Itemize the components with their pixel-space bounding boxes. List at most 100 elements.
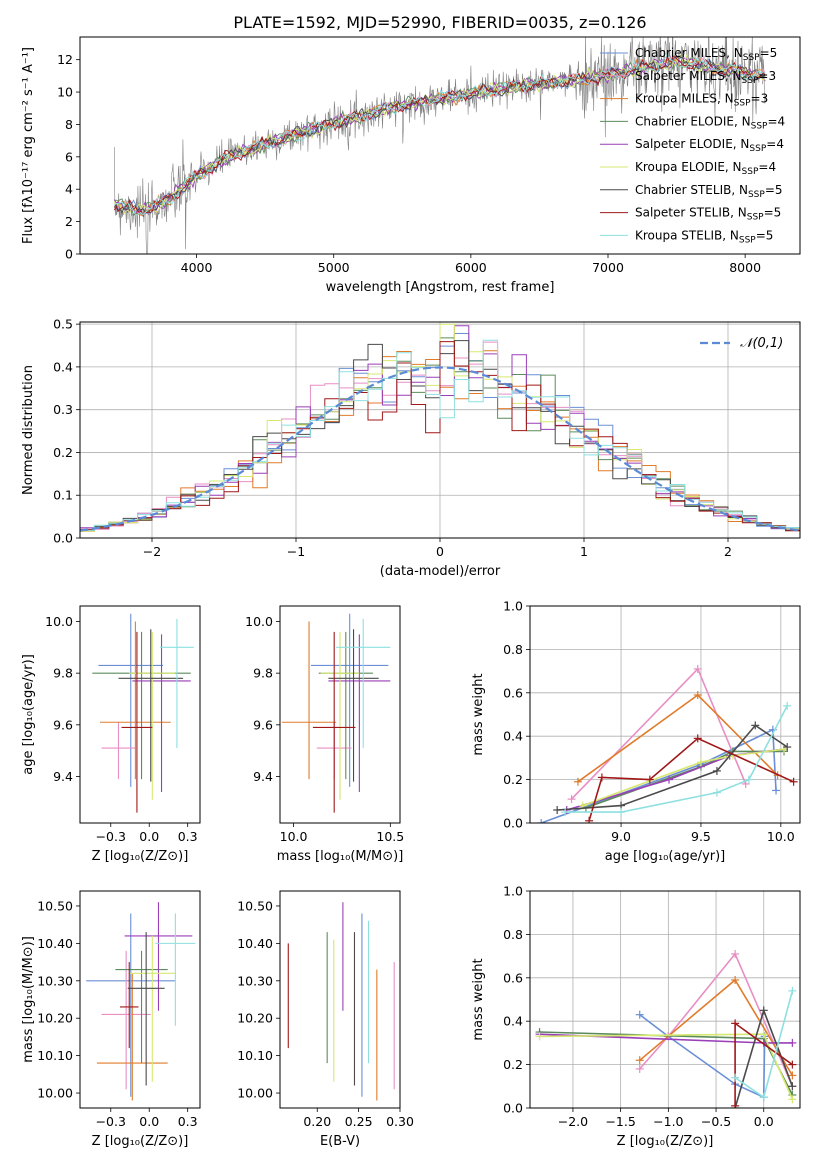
plot-frame <box>79 36 801 255</box>
errorbar-point <box>124 902 193 1011</box>
x-tick-label: 0.0 <box>754 1114 774 1129</box>
model-spectrum-line <box>113 55 766 218</box>
weight-marker <box>537 819 546 823</box>
errorbar-point <box>312 631 356 813</box>
errorbar-point <box>101 722 136 780</box>
y-tick-label: 10.20 <box>237 1011 273 1026</box>
errorbar-point <box>318 631 373 780</box>
legend-entry: 𝒩(0,1) <box>700 336 783 351</box>
y-tick-label: 9.6 <box>53 717 73 732</box>
y-tick-label: 9.6 <box>253 717 273 732</box>
x-axis-label: Z [log₁₀(Z/Z⊙)] <box>617 1134 714 1149</box>
mass-age-panel: 10.0 10.5 9.4 9.6 9.8 10.0 mass [log₁₀(M/M⊙)] <box>245 605 404 864</box>
weight-series <box>585 734 798 823</box>
weight-series <box>535 1030 797 1104</box>
y-tick-label: 10.0 <box>245 614 273 629</box>
weight-marker <box>693 664 702 673</box>
age-weight-panel: 9.0 9.5 10.0 0.0 0.2 0.4 0.6 0.8 1.0 age [log₁₀(a… <box>471 599 801 864</box>
errorbar-point <box>101 950 151 1090</box>
weight-marker <box>712 766 721 775</box>
y-tick-label: 12 <box>57 52 73 67</box>
errorbar-point <box>132 634 191 792</box>
legend-label: Kroupa STELIB, NSSP=5 <box>635 228 773 245</box>
x-tick-label: −2 <box>143 544 161 559</box>
weight-series-line <box>577 693 779 783</box>
y-tick-label: 0.8 <box>503 927 523 942</box>
y-tick-label: 10 <box>57 85 73 100</box>
y-tick-label: 0.2 <box>503 1057 523 1072</box>
weight-series-line <box>582 748 785 807</box>
y-axis-label: mass weight <box>471 958 486 1040</box>
weight-marker <box>635 1064 644 1073</box>
x-axis-label: age [log₁₀(age/yr)] <box>605 849 726 864</box>
weight-marker <box>635 1010 644 1019</box>
legend-entry: Chabrier STELIB, NSSP=5 <box>600 183 783 200</box>
x-axis-label: (data-model)/error <box>380 564 501 579</box>
x-tick-label: −1 <box>287 544 305 559</box>
x-tick-label: 10.5 <box>376 829 404 844</box>
weight-marker <box>712 788 721 797</box>
x-tick-label: 8000 <box>729 260 761 275</box>
y-tick-label: 0.4 <box>503 729 523 744</box>
x-axis-label: mass [log₁₀(M/M⊙)] <box>277 849 404 864</box>
errorbar-point <box>121 631 153 813</box>
weight-marker <box>788 1095 797 1104</box>
errorbar-point <box>328 629 379 782</box>
weight-marker <box>693 690 702 699</box>
legend-label: 𝒩(0,1) <box>740 336 783 351</box>
legend-entry: Kroupa STELIB, NSSP=5 <box>600 228 773 245</box>
legend-label: Chabrier MILES, NSSP=5 <box>635 46 777 63</box>
x-tick-label: 9.5 <box>691 829 711 844</box>
x-tick-label: 6000 <box>455 260 487 275</box>
y-tick-label: 0.0 <box>53 531 73 546</box>
y-axis-label: mass weight <box>471 673 486 755</box>
legend-label: Salpeter MILES, NSSP=3 <box>635 69 776 86</box>
y-tick-label: 10.00 <box>237 1086 273 1101</box>
y-tick-label: 10.00 <box>37 1086 73 1101</box>
legend-entry: Salpeter STELIB, NSSP=5 <box>600 206 781 223</box>
y-tick-label: 10.20 <box>37 1011 73 1026</box>
weight-marker <box>731 1019 740 1028</box>
weight-marker <box>535 1032 544 1041</box>
weight-marker <box>731 975 740 984</box>
x-tick-label: −1.0 <box>653 1114 683 1129</box>
x-axis-label: Z [log₁₀(Z/Z⊙)] <box>92 849 189 864</box>
figure-title: PLATE=1592, MJD=52990, FIBERID=0035, z=0… <box>233 13 646 32</box>
y-tick-label: 10.40 <box>237 936 273 951</box>
y-axis-label: Normed distribution <box>21 365 36 495</box>
x-tick-label: 0.25 <box>345 1114 373 1129</box>
weight-marker <box>751 721 760 730</box>
weight-marker <box>585 816 594 823</box>
y-axis-label: age [log₁₀(age/yr)] <box>21 654 36 775</box>
spectrum-panel: 4000 5000 6000 7000 8000 0 2 4 6 8 10 12 wavelength … <box>21 36 801 295</box>
y-tick-label: 0.4 <box>503 1014 523 1029</box>
errorbar-point <box>129 935 176 1082</box>
x-tick-label: −0.5 <box>701 1114 731 1129</box>
errorbar-point <box>92 631 191 780</box>
legend-label: Chabrier ELODIE, NSSP=4 <box>635 114 785 131</box>
weight-marker <box>759 1030 768 1039</box>
legend-label: Kroupa ELODIE, NSSP=4 <box>635 160 776 177</box>
y-tick-label: 10.30 <box>237 973 273 988</box>
weight-marker <box>783 743 792 752</box>
y-tick-label: 2 <box>65 214 73 229</box>
weight-marker <box>645 775 654 784</box>
weight-marker <box>744 775 753 784</box>
legend-label: Salpeter STELIB, NSSP=5 <box>635 206 781 223</box>
y-tick-label: 0.0 <box>503 816 523 831</box>
residual-histogram-step <box>80 339 800 538</box>
model-spectrum-line <box>113 57 766 216</box>
x-tick-label: 5000 <box>318 260 350 275</box>
x-tick-label: 0.0 <box>139 1114 159 1129</box>
weight-marker <box>759 1006 768 1015</box>
weight-series-line <box>639 952 794 1087</box>
errorbar-point <box>328 634 391 792</box>
weight-marker <box>788 1071 797 1080</box>
weight-marker <box>731 1101 740 1108</box>
weight-series <box>573 690 782 786</box>
weight-marker <box>788 986 797 995</box>
weight-series-line <box>557 724 788 811</box>
x-tick-label: 1 <box>580 544 588 559</box>
x-tick-label: 7000 <box>592 260 624 275</box>
weight-marker <box>664 775 673 784</box>
